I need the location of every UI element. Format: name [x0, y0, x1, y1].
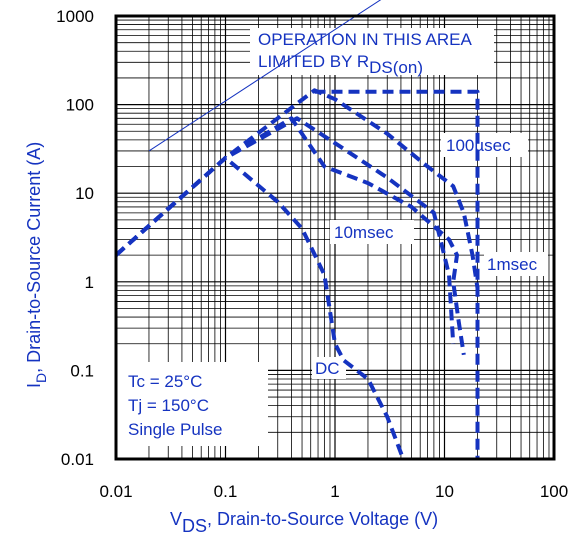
curves	[114, 0, 480, 460]
label-box-1ms	[484, 252, 548, 276]
plot-frame	[114, 14, 556, 461]
annotation-leader-line	[148, 0, 382, 152]
x-tick-label: 100	[540, 482, 568, 501]
grid	[115, 16, 554, 460]
condition-tj: Tj = 150°C	[128, 396, 209, 415]
label-1ms: 1msec	[487, 255, 538, 274]
y-tick-label: 100	[66, 96, 94, 115]
condition-tc: Tc = 25°C	[128, 372, 202, 391]
y-tick-label: 0.01	[61, 450, 94, 469]
series-line-10msec	[114, 116, 456, 344]
series-line-100sec	[114, 88, 480, 289]
y-tick-label: 10	[75, 184, 94, 203]
y-axis-title-main: I	[24, 383, 44, 388]
series-line-limit	[314, 89, 480, 459]
label-box-10ms	[330, 220, 414, 244]
y-tick-label: 1000	[56, 7, 94, 26]
annotation-box	[250, 28, 494, 75]
y-axis-title-rest: , Drain-to-Source Current (A)	[24, 142, 44, 373]
x-axis-title-main: V	[170, 509, 182, 529]
y-axis-title-sub: D	[33, 373, 49, 383]
x-tick-label: 0.01	[99, 482, 132, 501]
tick-labels: 0.01 0.1 1 10 100 0.01 0.1 1 10 100 1000	[56, 7, 568, 501]
label-10ms: 10msec	[334, 223, 394, 242]
annotation-line2: LIMITED BY RDS(on)	[258, 52, 423, 77]
x-axis-title-rest: , Drain-to-Source Voltage (V)	[207, 509, 438, 529]
label-dc: DC	[315, 359, 340, 378]
label-100us: 100µsec	[446, 136, 511, 155]
x-axis-title: VDS, Drain-to-Source Voltage (V)	[170, 509, 438, 536]
annotation-line2-main: LIMITED BY R	[258, 52, 369, 71]
x-axis-title-sub: DS	[182, 516, 207, 536]
y-tick-label: 1	[85, 273, 94, 292]
series-line-dc	[114, 155, 406, 460]
conditions-box	[116, 362, 268, 446]
y-tick-label: 0.1	[70, 361, 94, 380]
annotation-line1: OPERATION IN THIS AREA	[258, 30, 472, 49]
label-box-100us	[441, 133, 528, 157]
annotation-line2-sub: DS(on)	[369, 58, 423, 77]
y-axis-title: ID, Drain-to-Source Current (A)	[24, 142, 49, 388]
x-tick-label: 0.1	[214, 482, 238, 501]
x-tick-label: 10	[435, 482, 454, 501]
label-box-dc	[312, 357, 346, 379]
condition-pulse: Single Pulse	[128, 420, 223, 439]
x-tick-label: 1	[330, 482, 339, 501]
